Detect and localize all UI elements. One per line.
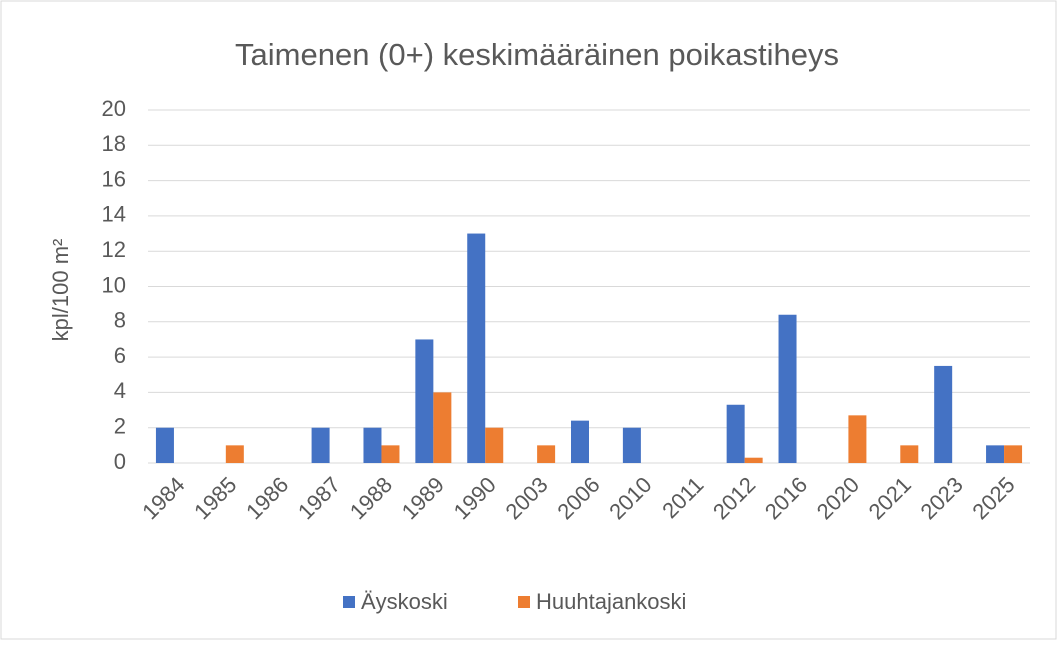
bar — [537, 445, 556, 463]
bar — [934, 365, 953, 463]
y-tick-label: 2 — [114, 414, 126, 439]
legend-swatch — [518, 596, 530, 608]
y-tick-label: 6 — [114, 343, 126, 368]
chart-title: Taimenen (0+) keskimääräinen poikastihey… — [235, 37, 839, 72]
y-tick-label: 18 — [102, 131, 126, 156]
y-tick-label: 8 — [114, 308, 126, 333]
y-tick-label: 10 — [102, 272, 126, 297]
bar — [155, 427, 174, 463]
bar — [415, 339, 434, 463]
y-tick-label: 20 — [102, 96, 126, 121]
y-tick-label: 14 — [102, 202, 126, 227]
bar — [900, 445, 919, 463]
bar — [225, 445, 244, 463]
bar — [433, 392, 452, 463]
y-tick-label: 12 — [102, 237, 126, 262]
bar — [622, 427, 641, 463]
bar — [986, 445, 1005, 463]
y-tick-label: 0 — [114, 449, 126, 474]
bar — [311, 427, 330, 463]
legend-label: Huuhtajankoski — [536, 589, 686, 614]
y-tick-label: 4 — [114, 378, 126, 403]
bar — [778, 314, 797, 463]
bar — [848, 415, 867, 463]
y-tick-label: 16 — [102, 166, 126, 191]
bar — [744, 457, 763, 463]
bar — [726, 404, 745, 463]
bar — [467, 233, 486, 463]
bar — [381, 445, 400, 463]
legend-swatch — [343, 596, 355, 608]
bar — [1004, 445, 1023, 463]
bar — [485, 427, 504, 463]
bar — [363, 427, 382, 463]
y-axis-label: kpl/100 m² — [48, 239, 73, 342]
legend-label: Äyskoski — [361, 589, 448, 614]
bar — [571, 420, 589, 463]
